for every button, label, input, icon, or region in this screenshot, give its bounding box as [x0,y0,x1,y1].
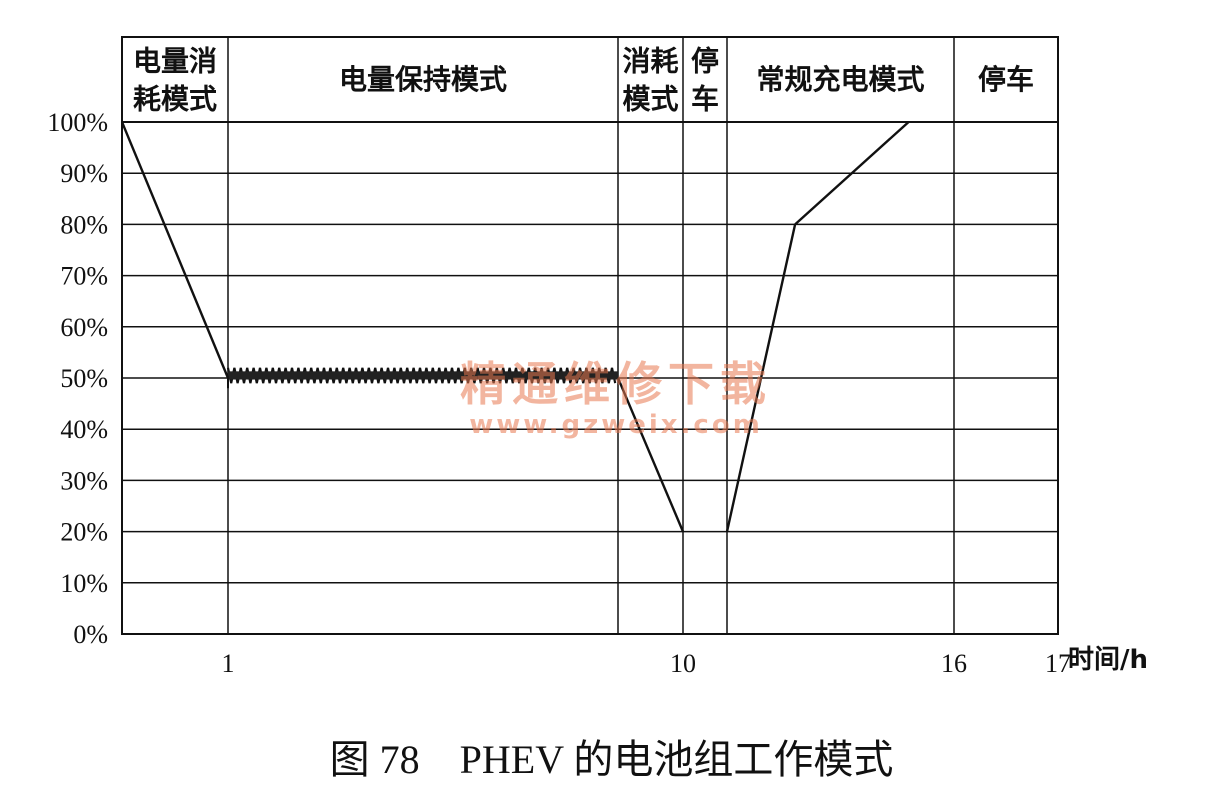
figure-caption: 图 78 PHEV 的电池组工作模式 [329,737,894,782]
mode-label-5: 常规充电模式 [756,63,924,96]
y-tick-label: 80% [60,210,108,239]
chart-frame [121,36,1059,635]
soc-segment [616,377,685,533]
watermark-line2: www.gzweix.com [469,410,763,440]
mode-label-line: 模式 [622,83,678,116]
mode-label-line: 电量消 [133,45,217,78]
y-tick-labels: 100% 90% 80% 70% 60% 50% 40% 30% 20% 10% 0% [47,108,108,649]
y-tick-label: 30% [60,466,108,495]
y-tick-label: 20% [60,518,108,547]
mode-label-line: 消耗 [622,45,678,78]
x-tick-label: 1 [222,649,235,678]
mode-label-line: 车 [691,83,719,116]
y-tick-label: 40% [60,415,108,444]
soc-segment [120,121,230,379]
mode-label-line: 耗模式 [133,83,217,116]
chart-grid [121,36,1059,635]
y-tick-label: 60% [60,313,108,342]
x-tick-label: 10 [670,649,696,678]
x-tick-label: 16 [941,649,967,678]
mode-label-2: 电量保持模式 [339,63,507,96]
mode-label-4: 停车 [691,45,719,116]
soc-segment [725,224,797,532]
x-axis-label: 时间/h [1068,645,1148,675]
mode-label-text: 电量保持模式 [339,63,507,96]
y-tick-label: 90% [60,159,108,188]
y-tick-label: 100% [47,108,108,137]
y-tick-label: 50% [60,364,108,393]
watermark-line1: 精通维修下载 [460,357,772,411]
sustain-band-fill [228,371,618,380]
soc-segment [794,121,910,226]
y-tick-label: 0% [73,620,108,649]
mode-label-line: 停 [691,45,719,78]
y-tick-label: 10% [60,569,108,598]
sustain-oscillation-band [226,367,618,384]
mode-label-text: 停车 [978,63,1034,96]
mode-label-text: 常规充电模式 [756,63,924,96]
x-tick-label: 17 [1045,649,1071,678]
mode-label-6: 停车 [978,63,1034,96]
soc-curve [120,121,910,533]
y-tick-label: 70% [60,262,108,291]
watermark: 精通维修下载 www.gzweix.com [436,358,796,440]
